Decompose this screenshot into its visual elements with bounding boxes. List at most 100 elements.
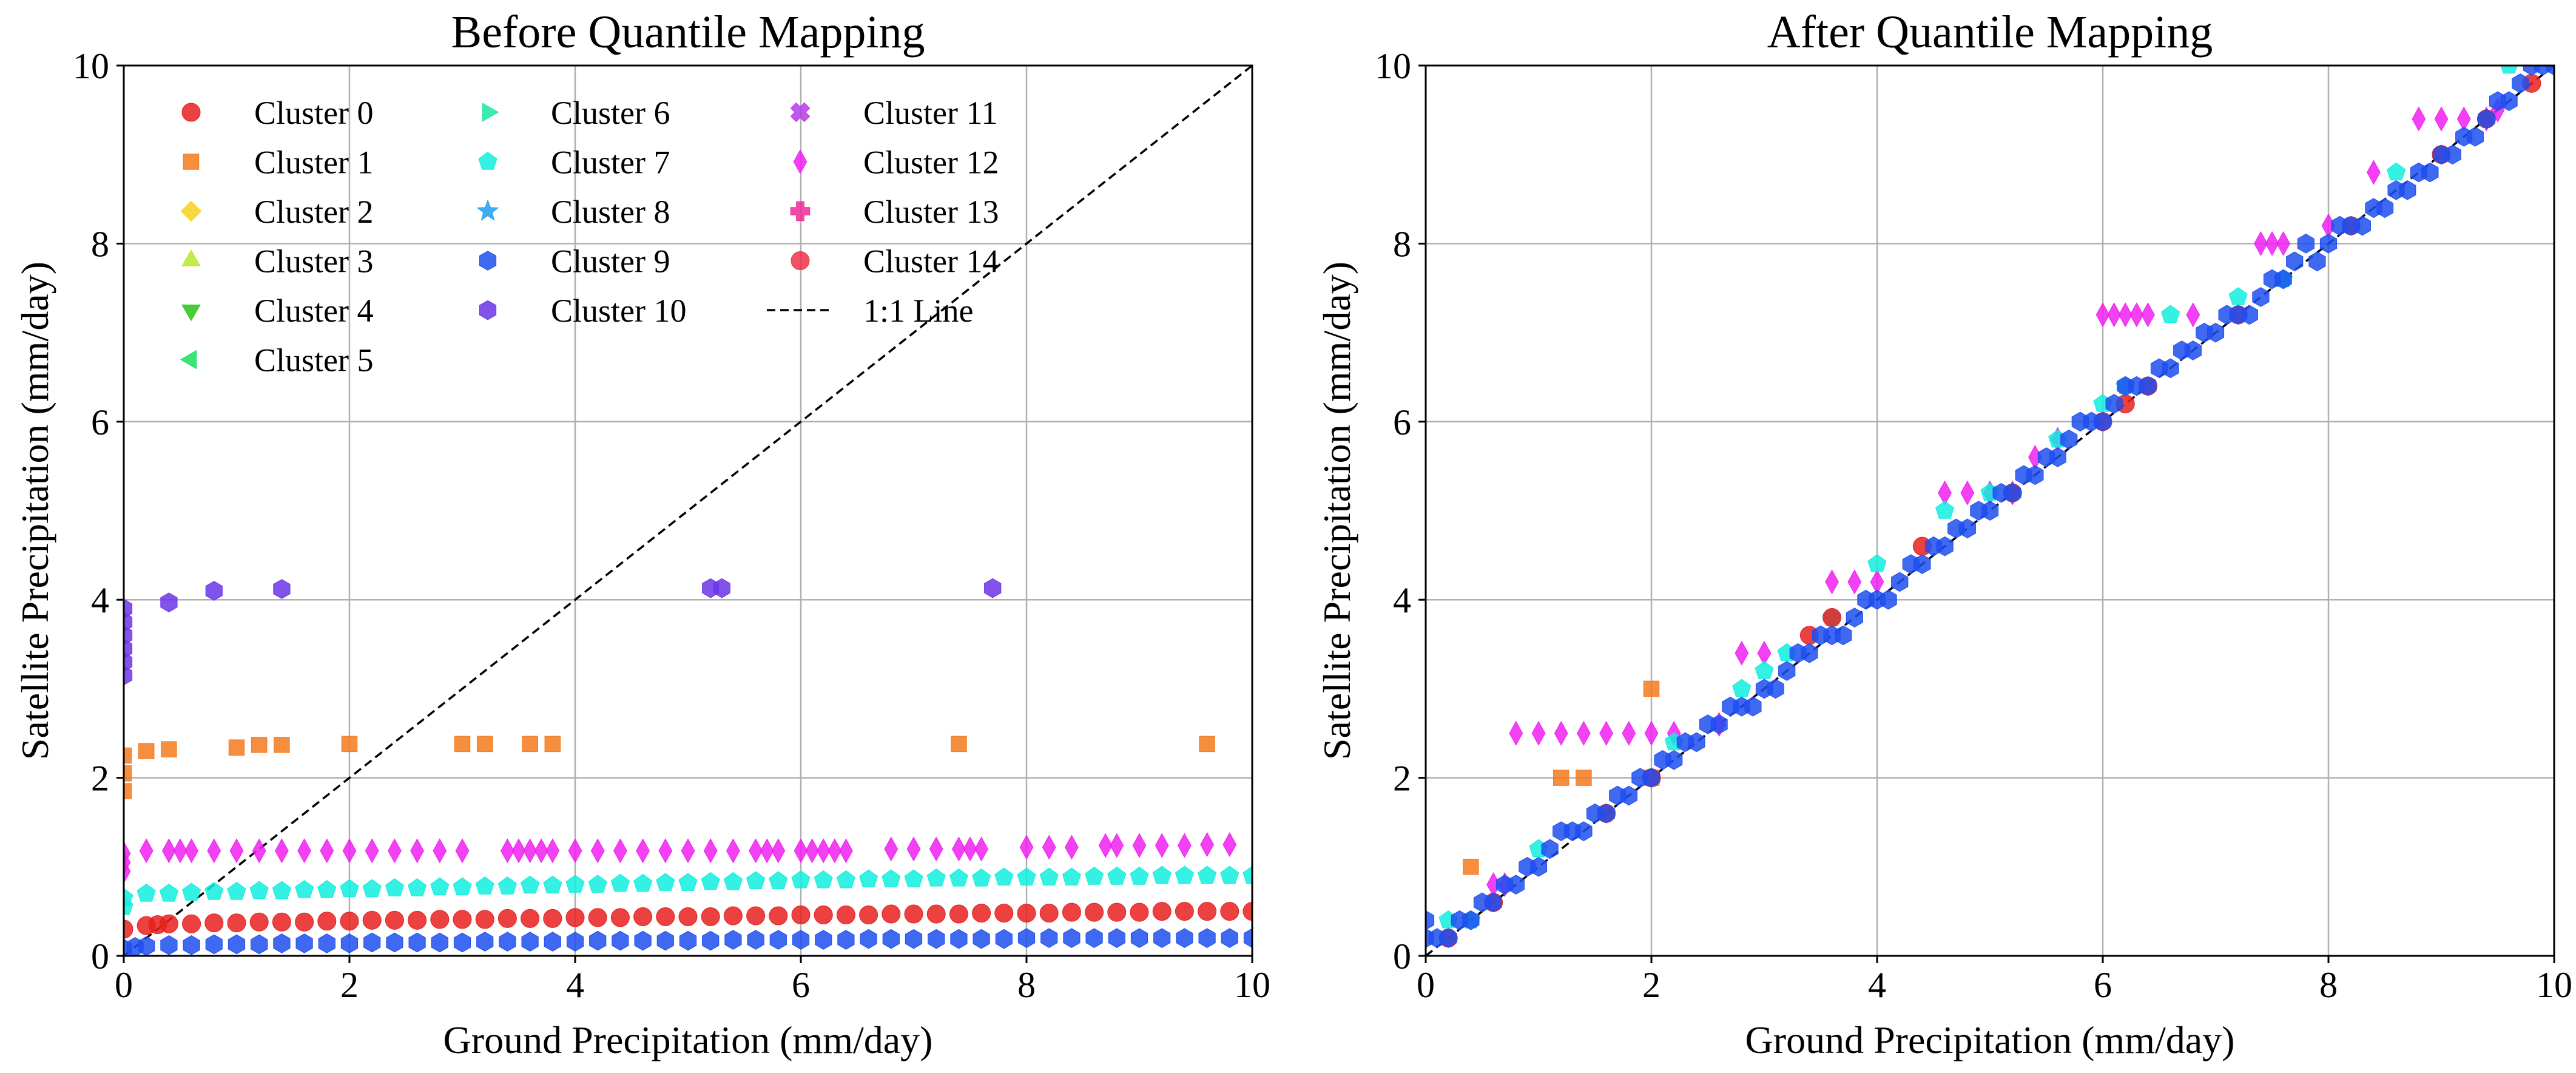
data-point (1597, 803, 1615, 824)
data-point (588, 908, 607, 927)
data-point (340, 933, 359, 953)
data-point (1085, 902, 1104, 922)
data-point (1485, 892, 1502, 913)
data-point (1098, 833, 1113, 858)
data-point (1062, 867, 1081, 886)
data-point (1642, 768, 1661, 788)
data-point (1507, 875, 1525, 895)
data-point (1732, 679, 1752, 697)
data-point (928, 929, 945, 949)
data-point (1426, 910, 1435, 930)
legend-label: Cluster 10 (551, 293, 687, 329)
legend-marker-icon (790, 102, 811, 123)
data-point (430, 910, 450, 929)
data-point (2319, 234, 2338, 254)
data-point (340, 912, 359, 931)
legend-label: Cluster 9 (551, 243, 670, 280)
data-point (633, 907, 653, 926)
legend-marker-icon (180, 200, 202, 222)
data-point (1509, 720, 1523, 746)
data-point (679, 930, 697, 951)
data-point (1242, 865, 1252, 884)
after-points (1426, 66, 2554, 948)
data-point (2139, 376, 2157, 396)
series-cluster-9 (1426, 66, 2554, 948)
legend-label: Cluster 7 (551, 144, 670, 181)
data-point (2500, 66, 2518, 74)
data-point (1577, 720, 1591, 746)
data-point (272, 912, 291, 932)
legend-marker-icon (181, 103, 201, 122)
data-point (884, 836, 899, 862)
y-tick-label: 2 (91, 759, 109, 799)
data-point (929, 836, 943, 862)
data-point (814, 870, 833, 889)
data-point (568, 838, 582, 864)
data-point (295, 933, 313, 953)
data-point (408, 910, 427, 930)
data-point (963, 836, 977, 862)
data-point (363, 932, 381, 953)
legend-item: Cluster 13 (790, 194, 999, 230)
data-point (2241, 305, 2258, 325)
data-point (746, 906, 766, 926)
legend-label: Cluster 0 (254, 95, 374, 131)
legend-label: 1:1 Line (863, 293, 973, 329)
data-point (1130, 867, 1149, 885)
after-chart-title: After Quantile Mapping (1767, 7, 2213, 58)
data-point (610, 873, 630, 892)
data-point (633, 873, 653, 892)
data-point (1767, 679, 1784, 699)
data-point (2387, 162, 2406, 181)
data-point (1553, 770, 1570, 786)
data-point (1981, 501, 1999, 521)
legend-item: Cluster 11 (790, 95, 997, 131)
data-point (2026, 465, 2044, 486)
data-point (523, 838, 537, 864)
data-point (952, 836, 966, 862)
legend-marker-icon (478, 152, 497, 170)
after-x-axis-label: Ground Precipitation (mm/day) (1745, 1018, 2235, 1061)
legend-marker-icon (482, 103, 499, 122)
data-point (2412, 106, 2426, 132)
data-point (2004, 482, 2021, 503)
data-point (454, 736, 471, 753)
data-point (2186, 302, 2200, 328)
data-point (2286, 251, 2304, 272)
legend-marker-icon (790, 201, 811, 222)
series-cluster-1 (1463, 680, 1660, 875)
data-point (544, 932, 561, 952)
data-point (701, 907, 720, 926)
data-point (1110, 833, 1124, 858)
data-point (1175, 865, 1194, 884)
data-point (317, 912, 337, 931)
data-point (1463, 859, 1479, 875)
data-point (341, 736, 358, 753)
data-point (430, 877, 450, 896)
data-point (362, 879, 382, 898)
legend-marker-icon (479, 251, 497, 271)
data-point (771, 838, 786, 864)
after-y-axis-label: Satellite Precipitation (mm/day) (1315, 262, 1358, 760)
data-point (1622, 720, 1636, 746)
data-point (566, 932, 584, 952)
x-tick-label: 8 (2319, 965, 2338, 1005)
data-point (2297, 234, 2315, 254)
before-axes-frame (123, 64, 1253, 957)
data-point (1107, 902, 1127, 922)
legend-item: 1:1 Line (767, 293, 973, 329)
data-point (1130, 902, 1149, 922)
data-point (408, 878, 427, 896)
before-legend: Cluster 0 Cluster 1 Cluster 2 Cluster 3 Clus… (180, 95, 999, 379)
data-point (521, 932, 539, 952)
x-tick-label: 2 (1642, 965, 1661, 1005)
y-tick-label: 4 (1393, 580, 1411, 620)
data-point (543, 875, 562, 894)
before-y-axis-label: Satellite Precipitation (mm/day) (13, 262, 56, 760)
legend-marker-icon (181, 249, 201, 266)
legend-marker-icon (180, 350, 197, 370)
data-point (678, 873, 698, 891)
data-point (2207, 322, 2225, 343)
legend-label: Cluster 14 (863, 243, 999, 280)
data-point (972, 868, 991, 887)
